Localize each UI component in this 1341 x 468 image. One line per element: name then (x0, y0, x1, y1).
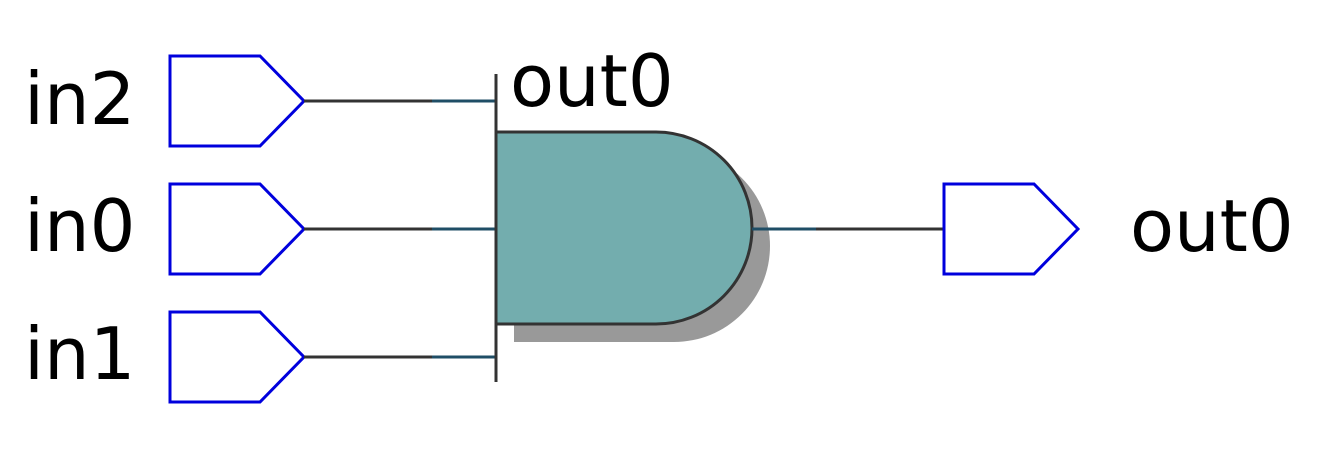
input-port-in0[interactable]: in0 (24, 182, 496, 276)
and-gate-output-label: out0 (510, 39, 674, 123)
input-port-shape-in0 (168, 182, 307, 276)
input-port-shape-in1 (168, 310, 307, 404)
output-label: out0 (1130, 184, 1294, 268)
and-gate-body (494, 130, 754, 326)
input-label-in1: in1 (24, 312, 135, 396)
output-port-shape (942, 182, 1081, 276)
output-port-out0[interactable]: out0 (752, 182, 1294, 276)
input-port-shape-in2 (168, 54, 307, 148)
and-gate[interactable]: out0 (494, 39, 770, 382)
input-port-in1[interactable]: in1 (24, 310, 496, 404)
input-label-in2: in2 (24, 57, 135, 141)
input-label-in0: in0 (24, 184, 135, 268)
input-port-in2[interactable]: in2 (24, 54, 496, 148)
